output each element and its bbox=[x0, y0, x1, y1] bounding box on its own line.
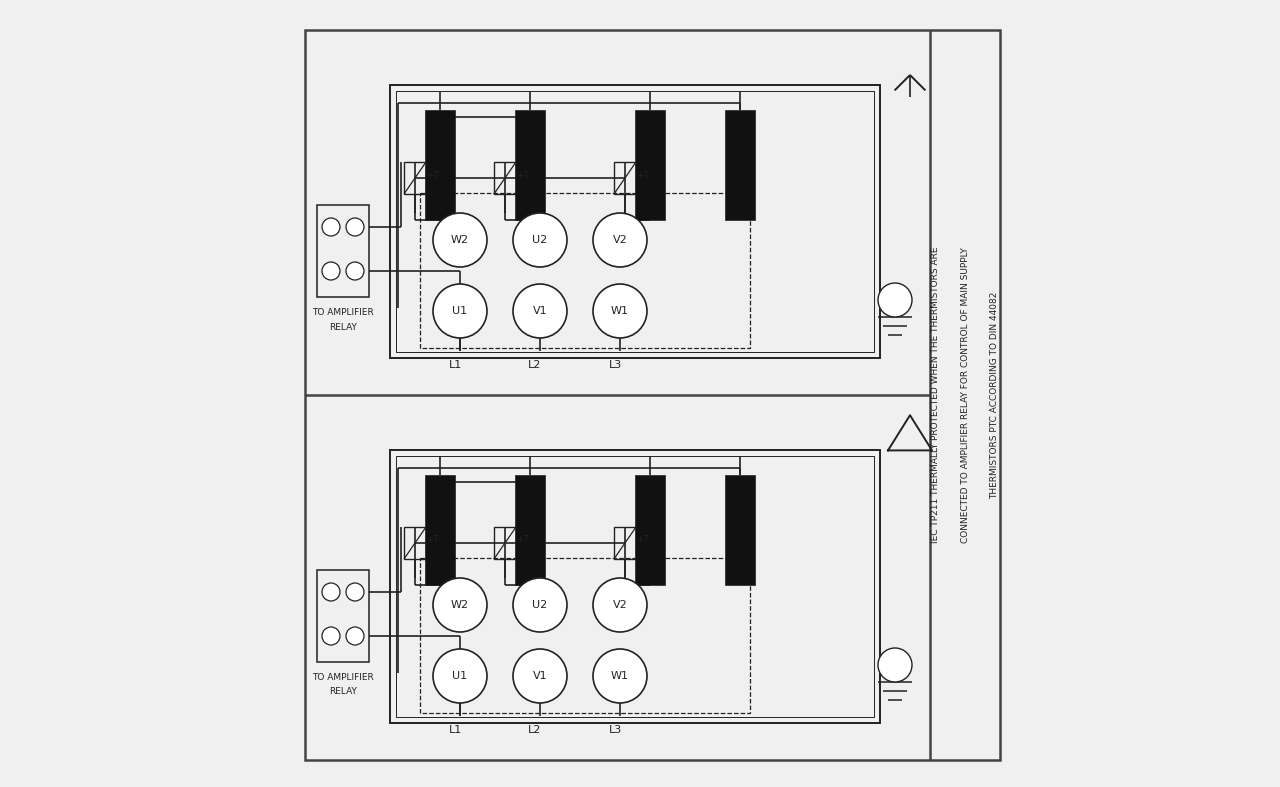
Circle shape bbox=[513, 578, 567, 632]
Circle shape bbox=[346, 262, 364, 280]
Text: W2: W2 bbox=[451, 600, 468, 610]
Text: TO AMPLIFIER: TO AMPLIFIER bbox=[312, 673, 374, 682]
Circle shape bbox=[878, 648, 911, 682]
Circle shape bbox=[513, 213, 567, 267]
Text: L1: L1 bbox=[448, 725, 462, 735]
Circle shape bbox=[323, 262, 340, 280]
Circle shape bbox=[433, 284, 486, 338]
Circle shape bbox=[323, 583, 340, 601]
Bar bbox=[614, 162, 636, 194]
Text: L3: L3 bbox=[608, 360, 622, 370]
Circle shape bbox=[878, 283, 911, 317]
Circle shape bbox=[346, 583, 364, 601]
Text: U2: U2 bbox=[532, 600, 548, 610]
Text: +T: +T bbox=[636, 535, 649, 545]
Text: IEC TP211 THERMALLY PROTECTED WHEN THE THERMISTORS ARE: IEC TP211 THERMALLY PROTECTED WHEN THE T… bbox=[931, 247, 940, 543]
Circle shape bbox=[593, 284, 646, 338]
Bar bbox=[317, 205, 369, 297]
Bar bbox=[404, 162, 426, 194]
Text: W1: W1 bbox=[611, 671, 628, 681]
Text: RELAY: RELAY bbox=[329, 688, 357, 696]
Text: V2: V2 bbox=[613, 235, 627, 245]
Text: L2: L2 bbox=[529, 360, 541, 370]
Bar bbox=[305, 30, 1000, 760]
Text: V1: V1 bbox=[532, 671, 548, 681]
Circle shape bbox=[513, 284, 567, 338]
Bar bbox=[425, 475, 454, 585]
Text: L3: L3 bbox=[608, 725, 622, 735]
Bar bbox=[635, 110, 666, 220]
Text: U1: U1 bbox=[452, 671, 467, 681]
Bar bbox=[390, 85, 881, 358]
Bar bbox=[317, 570, 369, 662]
Text: V2: V2 bbox=[613, 600, 627, 610]
Bar bbox=[635, 475, 666, 585]
Bar bbox=[420, 193, 750, 348]
Bar bbox=[425, 110, 454, 220]
Bar bbox=[396, 456, 874, 717]
Bar bbox=[724, 475, 755, 585]
Text: RELAY: RELAY bbox=[329, 323, 357, 331]
Bar bbox=[515, 475, 545, 585]
Circle shape bbox=[346, 218, 364, 236]
Text: L1: L1 bbox=[448, 360, 462, 370]
Text: +T: +T bbox=[426, 171, 439, 179]
Text: TO AMPLIFIER: TO AMPLIFIER bbox=[312, 308, 374, 316]
Circle shape bbox=[433, 578, 486, 632]
Circle shape bbox=[433, 213, 486, 267]
Circle shape bbox=[593, 649, 646, 703]
Bar bbox=[404, 527, 426, 559]
Bar bbox=[515, 110, 545, 220]
Circle shape bbox=[433, 649, 486, 703]
Circle shape bbox=[593, 578, 646, 632]
Text: W2: W2 bbox=[451, 235, 468, 245]
Bar bbox=[390, 450, 881, 723]
Bar bbox=[614, 527, 636, 559]
Bar bbox=[724, 110, 755, 220]
Circle shape bbox=[593, 213, 646, 267]
Bar bbox=[494, 527, 516, 559]
Circle shape bbox=[513, 649, 567, 703]
Bar bbox=[494, 162, 516, 194]
Text: V1: V1 bbox=[532, 306, 548, 316]
Text: W1: W1 bbox=[611, 306, 628, 316]
Text: +T: +T bbox=[517, 535, 530, 545]
Text: L2: L2 bbox=[529, 725, 541, 735]
Circle shape bbox=[346, 627, 364, 645]
Text: U1: U1 bbox=[452, 306, 467, 316]
Text: CONNECTED TO AMPLIFIER RELAY FOR CONTROL OF MAIN SUPPLY: CONNECTED TO AMPLIFIER RELAY FOR CONTROL… bbox=[960, 247, 969, 543]
Bar bbox=[420, 558, 750, 713]
Text: +T: +T bbox=[426, 535, 439, 545]
Circle shape bbox=[323, 627, 340, 645]
Circle shape bbox=[323, 218, 340, 236]
Text: THERMISTORS PTC ACCORDING TO DIN 44082: THERMISTORS PTC ACCORDING TO DIN 44082 bbox=[991, 291, 1000, 499]
Bar bbox=[396, 91, 874, 352]
Text: +T: +T bbox=[517, 171, 530, 179]
Text: +T: +T bbox=[636, 171, 649, 179]
Text: U2: U2 bbox=[532, 235, 548, 245]
